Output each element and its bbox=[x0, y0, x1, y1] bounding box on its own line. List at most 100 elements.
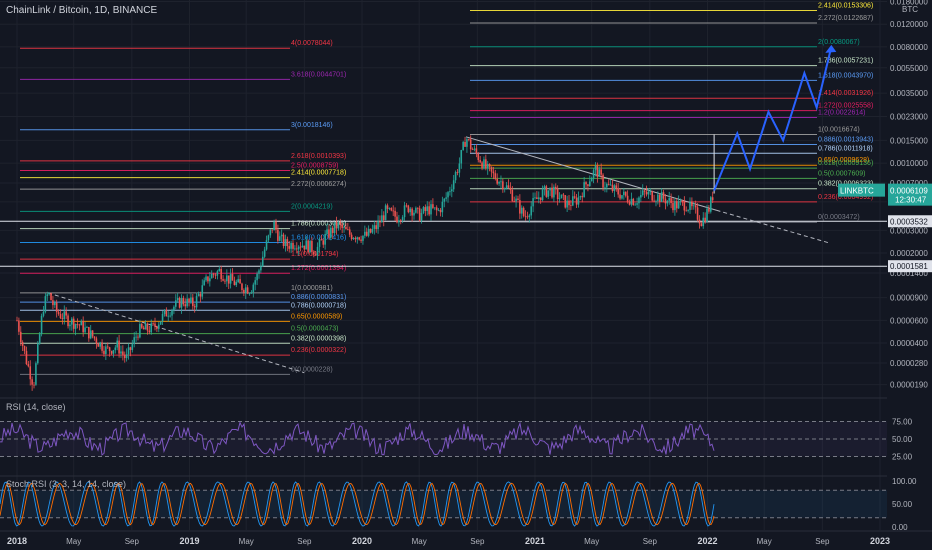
price-axis-label: 0.0080000 bbox=[890, 43, 928, 52]
candle-body bbox=[420, 212, 423, 221]
candle-body bbox=[502, 181, 504, 190]
price-axis-label: 0.0000190 bbox=[890, 381, 928, 390]
candle-body bbox=[280, 234, 283, 237]
candle-body bbox=[579, 196, 582, 198]
candle-body bbox=[394, 210, 396, 217]
fib-extension-1[interactable]: 4(0.0078044) 3.618(0.0044701) 3(0.0018146)… bbox=[20, 40, 346, 375]
time-axis-label: May bbox=[66, 537, 81, 546]
candle-body bbox=[139, 324, 141, 338]
candle-body bbox=[519, 200, 521, 214]
candle-body bbox=[50, 293, 52, 301]
currency-label: BTC bbox=[902, 5, 918, 14]
time-axis-label: May bbox=[757, 537, 772, 546]
rsi-line[interactable] bbox=[0, 421, 715, 456]
candle-body bbox=[311, 240, 313, 252]
candle-body bbox=[592, 170, 595, 178]
candle-body bbox=[641, 190, 644, 196]
candle-body bbox=[360, 239, 362, 241]
candle-body bbox=[452, 180, 455, 190]
candle-body bbox=[250, 292, 253, 294]
fib-extension-2[interactable]: 2.414(0.0153306) 2.272(0.0122687) 2(0.0080… bbox=[470, 3, 873, 223]
candle-body bbox=[473, 148, 476, 150]
candle-body bbox=[373, 225, 376, 229]
candle-body bbox=[277, 229, 279, 241]
candle-body bbox=[165, 309, 168, 317]
candle-body bbox=[604, 187, 606, 189]
projection-path[interactable] bbox=[713, 44, 837, 192]
stoch-title[interactable]: Stoch RSI (3, 3, 14, 14, close) bbox=[6, 479, 126, 489]
candle-body bbox=[309, 240, 311, 253]
candle-body bbox=[545, 186, 548, 197]
candle-body bbox=[205, 276, 207, 281]
fib2-level-label: 1(0.0016674) bbox=[818, 127, 860, 134]
candle-body bbox=[91, 330, 94, 337]
rsi-title[interactable]: RSI (14, close) bbox=[6, 402, 66, 412]
time-axis-label: 2020 bbox=[352, 536, 372, 546]
downtrend-line-2-ext[interactable] bbox=[716, 209, 830, 244]
candle-body bbox=[239, 279, 241, 284]
time-axis[interactable]: 2018 May Sep 2019 May Sep 2020 May Sep 2021 May Sep… bbox=[0, 530, 932, 550]
candle-body bbox=[668, 198, 671, 201]
candle-body bbox=[297, 246, 300, 250]
candle-body bbox=[369, 228, 372, 233]
candle-body bbox=[672, 203, 674, 211]
fib2-level-label: 0.618(0.0009136) bbox=[818, 160, 873, 167]
candle-body bbox=[445, 197, 447, 199]
candle-body bbox=[481, 162, 483, 169]
price-axis[interactable]: 0.0180000 0.0120000 0.0080000 0.0055000 0.00… bbox=[838, 0, 932, 532]
candle-body bbox=[173, 306, 175, 311]
stoch-axis-label: 50.00 bbox=[892, 500, 913, 509]
symbol-tag-bg[interactable] bbox=[838, 183, 885, 197]
candle-body bbox=[405, 205, 408, 207]
candle-body bbox=[655, 201, 657, 202]
candle-body bbox=[16, 320, 18, 322]
stoch-rsi-pane[interactable] bbox=[0, 475, 932, 527]
candle-body bbox=[148, 330, 151, 333]
rsi-pane[interactable] bbox=[0, 397, 932, 457]
last-price-tag-bg[interactable] bbox=[888, 183, 932, 206]
candle-body bbox=[643, 190, 646, 192]
candle-body bbox=[171, 310, 173, 316]
fib1-level-label: 0(0.0000228) bbox=[291, 366, 333, 373]
candle-body bbox=[377, 221, 379, 230]
price-axis-label: 0.0010000 bbox=[890, 159, 928, 168]
candle-body bbox=[345, 226, 347, 230]
candle-body bbox=[456, 172, 459, 173]
candle-body bbox=[638, 197, 640, 204]
candle-body bbox=[118, 340, 120, 354]
candle-body bbox=[386, 205, 389, 209]
price-axis-label: 0.0015000 bbox=[890, 136, 928, 145]
candle-body bbox=[328, 229, 330, 238]
stoch-d-line[interactable] bbox=[0, 482, 715, 526]
candle-body bbox=[331, 227, 334, 233]
candle-body bbox=[114, 347, 117, 351]
price-axis-label: 0.0007000 bbox=[890, 179, 928, 188]
candle-body bbox=[350, 234, 353, 240]
candle-body bbox=[511, 189, 514, 202]
candle-body bbox=[123, 354, 126, 359]
candle-body bbox=[706, 208, 708, 222]
candle-body bbox=[483, 159, 485, 169]
candle-body bbox=[558, 198, 561, 200]
downtrend-line-1[interactable] bbox=[48, 292, 305, 374]
candle-body bbox=[486, 164, 489, 169]
candle-body bbox=[324, 233, 326, 245]
candle-body bbox=[120, 351, 122, 354]
stoch-k-line[interactable] bbox=[0, 481, 715, 527]
candle-body bbox=[38, 334, 41, 344]
price-axis-label: 0.0001400 bbox=[890, 269, 928, 278]
candle-body bbox=[660, 192, 663, 202]
projection-line[interactable] bbox=[713, 46, 833, 192]
projection-arrowhead bbox=[825, 44, 837, 53]
candle-body bbox=[653, 200, 655, 202]
candle-body bbox=[568, 200, 570, 206]
candle-body bbox=[352, 238, 355, 240]
candle-body bbox=[454, 172, 457, 181]
candle-body bbox=[207, 276, 209, 282]
symbol-title[interactable]: ChainLink / Bitcoin, 1D, BINANCE bbox=[6, 5, 158, 16]
candle-body bbox=[692, 205, 695, 207]
candle-body bbox=[575, 197, 578, 205]
candle-body bbox=[401, 217, 404, 221]
